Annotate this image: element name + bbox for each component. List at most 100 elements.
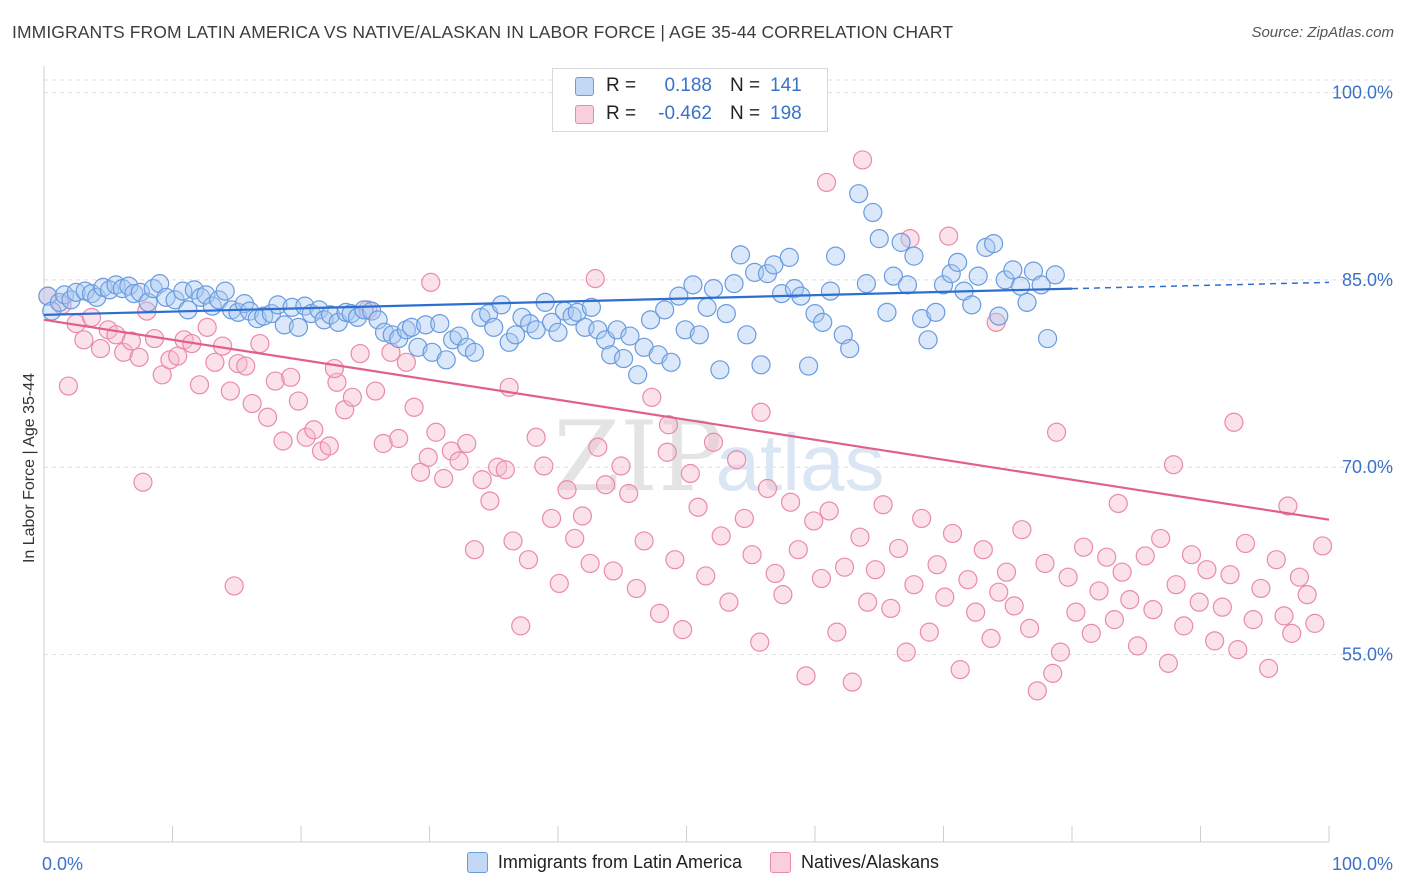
natives-point xyxy=(642,387,662,407)
natives-point xyxy=(996,562,1017,582)
natives-point xyxy=(189,375,210,395)
natives-point xyxy=(1282,623,1302,643)
natives-point xyxy=(1019,618,1040,638)
natives-point xyxy=(324,358,345,379)
immigrants-point xyxy=(840,338,860,359)
immigrants-point xyxy=(948,252,968,272)
natives-point xyxy=(788,540,808,560)
series-legend-label: Immigrants from Latin America xyxy=(497,852,742,872)
natives-point xyxy=(441,441,461,461)
natives-point xyxy=(649,603,670,624)
natives-point xyxy=(1274,606,1294,626)
natives-point xyxy=(572,506,593,526)
natives-point xyxy=(1224,412,1244,432)
natives-point xyxy=(673,620,693,640)
natives-point xyxy=(526,427,546,447)
immigrants-point xyxy=(730,245,751,265)
natives-point xyxy=(816,172,837,193)
immigrants-point xyxy=(710,360,730,380)
y-tick-label: 70.0% xyxy=(1342,457,1393,477)
natives-point xyxy=(626,578,646,599)
natives-point xyxy=(1104,610,1125,630)
natives-point xyxy=(950,660,970,680)
immigrants-point xyxy=(512,307,532,327)
natives-point xyxy=(350,343,370,364)
immigrants-trend-line xyxy=(43,287,1073,316)
natives-point xyxy=(58,376,79,396)
natives-point xyxy=(912,508,932,529)
natives-point xyxy=(503,531,523,551)
natives-point xyxy=(1205,631,1225,651)
natives-point xyxy=(973,540,993,560)
immigrants-point xyxy=(989,306,1009,326)
natives-point xyxy=(257,407,278,427)
natives-point xyxy=(842,672,862,692)
immigrants-point xyxy=(436,350,456,370)
natives-point xyxy=(688,497,708,517)
natives-point xyxy=(495,460,515,480)
immigrants-point xyxy=(640,310,661,330)
natives-point xyxy=(773,585,793,605)
natives-point xyxy=(434,468,454,489)
natives-point xyxy=(588,437,608,457)
natives-point xyxy=(580,553,600,574)
natives-point xyxy=(1163,455,1184,475)
natives-point xyxy=(242,393,262,414)
natives-point xyxy=(1151,528,1171,549)
natives-point xyxy=(418,447,438,467)
natives-point xyxy=(1297,585,1317,605)
immigrants-point xyxy=(588,320,608,340)
natives-point xyxy=(742,545,762,565)
chart-title: IMMIGRANTS FROM LATIN AMERICA VS NATIVE/… xyxy=(12,22,954,42)
immigrants-point xyxy=(751,355,771,375)
immigrants-point xyxy=(1003,260,1023,280)
natives-point xyxy=(1043,663,1063,683)
natives-point xyxy=(228,353,248,374)
natives-point xyxy=(1097,547,1117,567)
natives-point xyxy=(426,422,446,442)
natives-point xyxy=(989,582,1009,602)
natives-point xyxy=(751,402,771,422)
natives-point xyxy=(942,523,963,544)
natives-point xyxy=(342,387,362,407)
legend-n-value: 198 xyxy=(770,103,802,124)
immigrants-point xyxy=(697,297,717,317)
immigrants-point xyxy=(904,246,924,266)
natives-point xyxy=(404,397,424,417)
immigrants-point xyxy=(499,332,519,352)
natives-trend-line xyxy=(43,318,1330,521)
legend-row-immigrants: R = 0.188 N = 141 xyxy=(575,74,802,98)
natives-point xyxy=(1181,545,1202,565)
x-tick-label-max: 100.0% xyxy=(1332,854,1393,874)
watermark: ZIP atlas xyxy=(553,401,884,513)
axes xyxy=(43,66,1330,843)
natives-point xyxy=(595,475,616,495)
natives-point xyxy=(1197,560,1217,580)
immigrants-point xyxy=(628,365,648,385)
immigrants-point xyxy=(130,282,150,302)
legend-swatch-blue xyxy=(575,76,594,96)
natives-point xyxy=(1174,616,1194,636)
immigrants-point xyxy=(541,312,562,332)
natives-point xyxy=(457,433,477,454)
natives-point xyxy=(927,555,947,575)
immigrants-point xyxy=(813,312,833,332)
immigrants-point xyxy=(984,234,1004,254)
natives-point xyxy=(288,391,309,411)
y-tick-label: 85.0% xyxy=(1342,270,1393,290)
immigrants-point xyxy=(724,274,744,294)
immigrants-point xyxy=(883,266,903,286)
series-swatch-pink xyxy=(770,852,791,873)
series-legend-immigrants: Immigrants from Latin America xyxy=(466,852,742,873)
series-legend: Immigrants from Latin America Natives/Al… xyxy=(0,852,1406,873)
natives-point xyxy=(1289,567,1310,587)
legend-r-value: -0.462 xyxy=(658,103,712,124)
natives-point xyxy=(981,628,1001,648)
immigrants-point xyxy=(581,297,602,317)
immigrants-point xyxy=(526,320,546,340)
natives-point xyxy=(133,472,153,492)
immigrants-point xyxy=(54,285,75,305)
natives-point xyxy=(1189,592,1209,612)
natives-point xyxy=(734,508,754,529)
